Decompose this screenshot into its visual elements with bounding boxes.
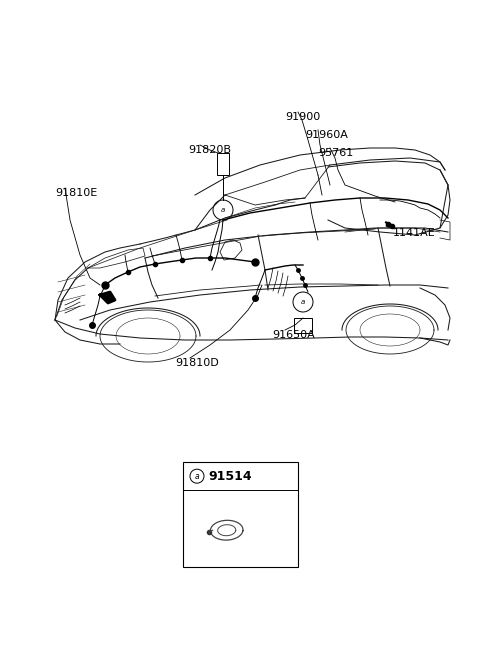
Bar bbox=[183, 462, 298, 567]
Text: 91960A: 91960A bbox=[305, 130, 348, 140]
Text: 1141AE: 1141AE bbox=[393, 228, 436, 238]
Text: 91650A: 91650A bbox=[272, 330, 315, 340]
Bar bbox=[217, 153, 229, 175]
Text: 91514: 91514 bbox=[208, 470, 252, 483]
Polygon shape bbox=[100, 292, 115, 303]
Text: 91810E: 91810E bbox=[55, 188, 97, 198]
Text: 91820B: 91820B bbox=[188, 145, 231, 155]
Text: a: a bbox=[301, 299, 305, 305]
Text: a: a bbox=[195, 472, 199, 481]
Text: a: a bbox=[221, 207, 225, 213]
Text: 95761: 95761 bbox=[318, 148, 353, 158]
Text: 91900: 91900 bbox=[285, 112, 320, 122]
Text: 91810D: 91810D bbox=[175, 358, 219, 368]
Bar bbox=[294, 318, 312, 333]
